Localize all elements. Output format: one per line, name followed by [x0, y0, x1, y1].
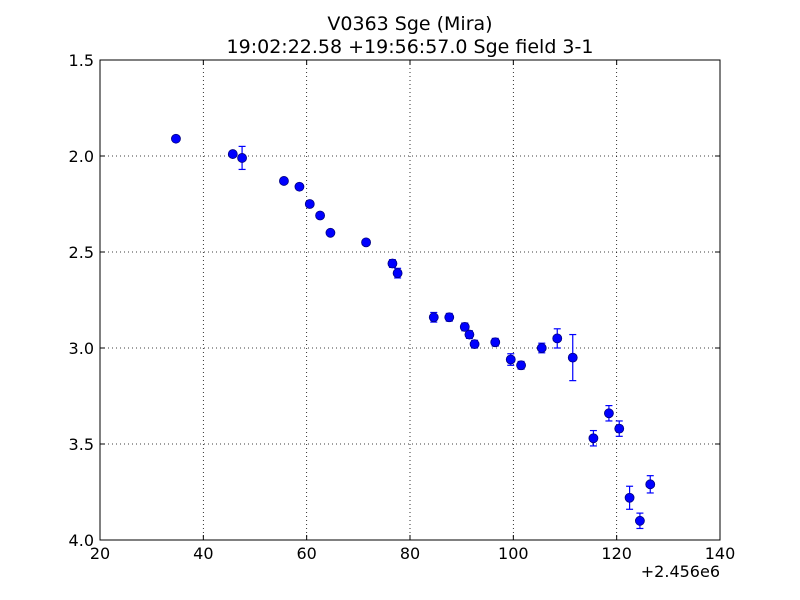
- chart-subtitle: 19:02:22.58 +19:56:57.0 Sge field 3-1: [227, 36, 594, 58]
- data-point: [635, 512, 645, 530]
- data-marker: [624, 492, 635, 503]
- data-marker: [294, 181, 305, 192]
- y-tick-label: 2.0: [69, 147, 94, 166]
- data-point: [444, 312, 455, 323]
- x-tick-label: 80: [400, 544, 420, 563]
- x-tick-label: 100: [498, 544, 529, 563]
- grid-layer: [100, 60, 720, 540]
- data-marker: [279, 176, 289, 186]
- data-point: [614, 420, 625, 437]
- data-point: [392, 267, 403, 279]
- data-marker: [325, 227, 336, 238]
- y-tick-label: 3.0: [69, 339, 94, 358]
- data-point: [428, 311, 439, 323]
- x-offset-label: +2.456e6: [641, 562, 720, 581]
- data-marker: [304, 199, 315, 209]
- x-tick-label: 40: [193, 544, 213, 563]
- chart-title: V0363 Sge (Mira): [327, 13, 492, 35]
- data-marker: [428, 312, 439, 323]
- data-marker: [387, 258, 398, 269]
- data-point: [464, 329, 475, 340]
- data-marker: [237, 153, 247, 163]
- y-tick-label: 1.5: [69, 51, 94, 70]
- data-point: [536, 342, 547, 354]
- data-marker: [604, 408, 614, 419]
- tick-layer: 20 40 60 80 100 120 140 1.5 2.0 2.5 3.0 3.5 4.0: [69, 51, 736, 563]
- data-point: [237, 145, 247, 171]
- data-marker: [227, 149, 238, 159]
- data-marker: [464, 329, 475, 340]
- data-marker: [552, 333, 563, 344]
- data-marker: [516, 360, 526, 371]
- data-point: [279, 176, 289, 186]
- data-point: [361, 237, 371, 248]
- data-point: [588, 429, 599, 447]
- data-marker: [567, 352, 578, 363]
- data-marker: [171, 133, 181, 144]
- data-point: [325, 227, 336, 238]
- data-point: [171, 133, 181, 144]
- data-marker: [469, 339, 480, 350]
- data-point: [315, 210, 326, 221]
- data-point: [505, 353, 516, 366]
- data-point: [604, 405, 614, 422]
- data-marker: [635, 515, 645, 526]
- data-marker: [490, 337, 501, 348]
- data-point: [387, 258, 398, 269]
- data-point: [459, 321, 470, 332]
- x-tick-label: 60: [296, 544, 316, 563]
- x-tick-label: 140: [705, 544, 736, 563]
- data-point: [567, 333, 578, 382]
- data-point: [624, 485, 635, 510]
- y-tick-label: 2.5: [69, 243, 94, 262]
- y-tick-label: 4.0: [69, 531, 94, 550]
- data-marker: [536, 343, 547, 353]
- data-marker: [392, 268, 403, 279]
- x-tick-label: 120: [601, 544, 632, 563]
- y-tick-label: 3.5: [69, 435, 94, 454]
- data-marker: [315, 210, 326, 221]
- data-point: [645, 475, 656, 494]
- x-tick-label: 20: [90, 544, 110, 563]
- data-marker: [645, 479, 656, 490]
- data-marker: [505, 354, 516, 365]
- data-marker: [459, 321, 470, 332]
- data-marker: [444, 312, 455, 323]
- data-marker: [588, 433, 599, 444]
- data-marker: [614, 423, 625, 434]
- data-point: [469, 339, 480, 350]
- data-point: [294, 181, 305, 192]
- data-marker: [361, 237, 371, 248]
- plot-frame: [99, 59, 721, 541]
- points-layer: [171, 133, 656, 530]
- data-point: [227, 149, 238, 159]
- data-point: [490, 337, 501, 348]
- data-point: [516, 360, 526, 371]
- data-point: [552, 328, 563, 349]
- data-point: [304, 199, 315, 209]
